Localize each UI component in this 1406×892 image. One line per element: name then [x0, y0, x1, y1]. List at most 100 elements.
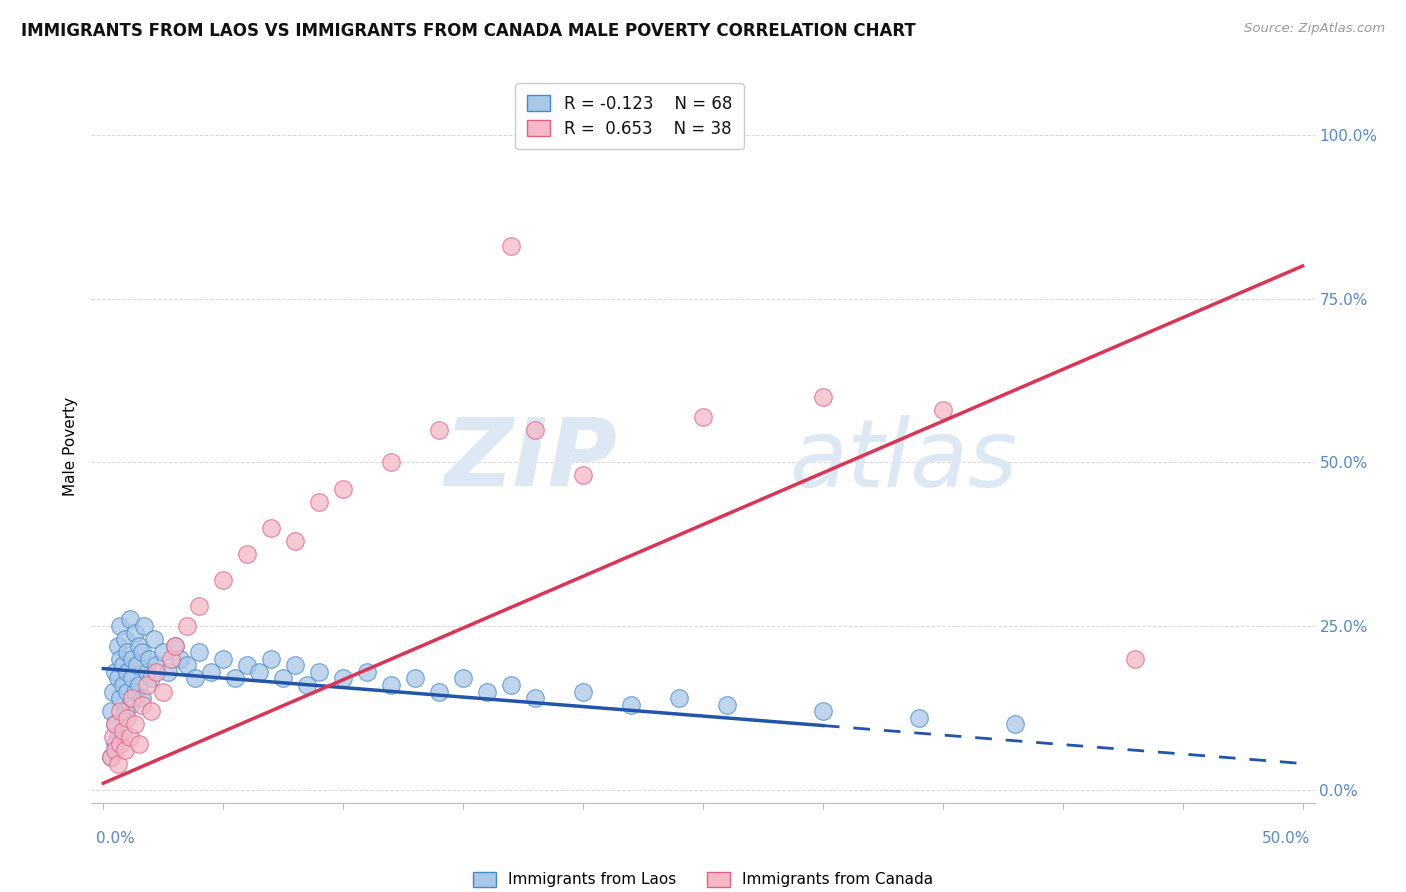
Point — [135, 678, 157, 692]
Point — [118, 698, 141, 712]
Point — [157, 665, 180, 679]
Point — [332, 672, 354, 686]
Point — [404, 672, 426, 686]
Point — [117, 645, 139, 659]
Point — [138, 652, 160, 666]
Point — [121, 652, 143, 666]
Point — [142, 632, 165, 647]
Point — [572, 684, 595, 698]
Point — [692, 409, 714, 424]
Point — [380, 678, 402, 692]
Point — [212, 652, 235, 666]
Point — [183, 672, 205, 686]
Point — [501, 239, 523, 253]
Text: IMMIGRANTS FROM LAOS VS IMMIGRANTS FROM CANADA MALE POVERTY CORRELATION CHART: IMMIGRANTS FROM LAOS VS IMMIGRANTS FROM … — [21, 22, 915, 40]
Point — [932, 403, 955, 417]
Point — [811, 704, 834, 718]
Point — [108, 737, 131, 751]
Point — [572, 468, 595, 483]
Point — [811, 390, 834, 404]
Point — [1004, 717, 1026, 731]
Point — [200, 665, 222, 679]
Point — [145, 665, 167, 679]
Point — [451, 672, 474, 686]
Point — [224, 672, 246, 686]
Point — [107, 731, 129, 745]
Point — [111, 678, 134, 692]
Point — [114, 632, 136, 647]
Point — [128, 678, 150, 692]
Point — [108, 619, 131, 633]
Legend: Immigrants from Laos, Immigrants from Canada: Immigrants from Laos, Immigrants from Ca… — [465, 864, 941, 892]
Point — [501, 678, 523, 692]
Point — [118, 731, 141, 745]
Point — [124, 717, 146, 731]
Point — [111, 658, 134, 673]
Point — [284, 533, 307, 548]
Point — [145, 658, 167, 673]
Point — [121, 691, 143, 706]
Point — [107, 756, 129, 771]
Point — [101, 731, 124, 745]
Point — [188, 645, 211, 659]
Point — [188, 599, 211, 614]
Point — [104, 743, 127, 757]
Point — [108, 704, 131, 718]
Point — [524, 691, 547, 706]
Point — [128, 639, 150, 653]
Point — [131, 691, 153, 706]
Point — [152, 684, 174, 698]
Point — [118, 612, 141, 626]
Point — [176, 619, 198, 633]
Point — [131, 645, 153, 659]
Point — [108, 652, 131, 666]
Point — [125, 658, 148, 673]
Text: 50.0%: 50.0% — [1263, 831, 1310, 846]
Point — [104, 665, 127, 679]
Point — [284, 658, 307, 673]
Point — [152, 645, 174, 659]
Point — [124, 684, 146, 698]
Point — [427, 684, 450, 698]
Point — [121, 672, 143, 686]
Point — [169, 652, 191, 666]
Point — [260, 521, 283, 535]
Point — [356, 665, 378, 679]
Point — [908, 711, 931, 725]
Point — [124, 625, 146, 640]
Point — [668, 691, 690, 706]
Point — [212, 573, 235, 587]
Point — [101, 684, 124, 698]
Point — [117, 684, 139, 698]
Point — [475, 684, 498, 698]
Text: ZIP: ZIP — [444, 414, 617, 507]
Point — [141, 672, 163, 686]
Point — [134, 619, 156, 633]
Point — [332, 482, 354, 496]
Point — [236, 547, 259, 561]
Point — [100, 750, 122, 764]
Point — [114, 704, 136, 718]
Point — [308, 665, 330, 679]
Point — [135, 665, 157, 679]
Point — [176, 658, 198, 673]
Point — [165, 639, 187, 653]
Point — [114, 743, 136, 757]
Y-axis label: Male Poverty: Male Poverty — [63, 396, 79, 496]
Point — [104, 717, 127, 731]
Point — [141, 704, 163, 718]
Point — [104, 737, 127, 751]
Point — [108, 691, 131, 706]
Text: Source: ZipAtlas.com: Source: ZipAtlas.com — [1244, 22, 1385, 36]
Point — [716, 698, 738, 712]
Point — [117, 711, 139, 725]
Point — [159, 652, 181, 666]
Point — [117, 665, 139, 679]
Point — [100, 750, 122, 764]
Point — [247, 665, 270, 679]
Point — [236, 658, 259, 673]
Point — [107, 672, 129, 686]
Point — [427, 423, 450, 437]
Point — [380, 455, 402, 469]
Point — [104, 717, 127, 731]
